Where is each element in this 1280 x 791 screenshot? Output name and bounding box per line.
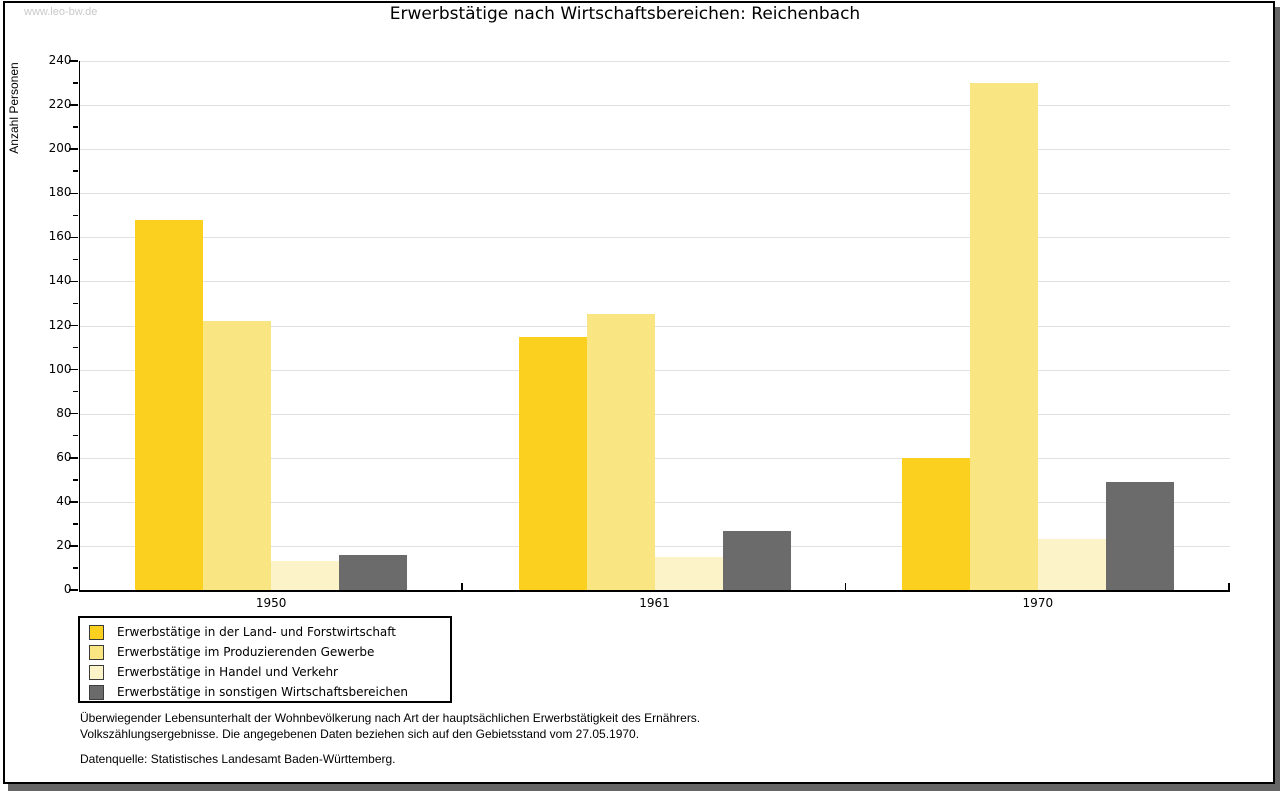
x-boundary-tick-3 [1228, 583, 1230, 590]
frame-shadow-bottom [8, 784, 1280, 791]
y-tick-label-120: 120 [48, 317, 72, 332]
gridline-220 [79, 105, 1230, 107]
y-tick-140 [68, 280, 78, 283]
bar-1961-series-3 [654, 556, 723, 590]
y-tick-label-100: 100 [48, 361, 72, 376]
bar-1970-series-4 [1105, 482, 1174, 590]
bar-1970-series-1 [901, 457, 970, 590]
bar-1950-series-4 [339, 554, 408, 590]
legend-label-3: Erwerbstätige in Handel und Verkehr [117, 665, 338, 679]
legend-item-2: Erwerbstätige im Produzierenden Gewerbe [89, 642, 450, 662]
y-tick-60 [68, 457, 78, 459]
y-tick-30 [72, 523, 78, 525]
y-tick-180 [68, 192, 78, 194]
y-tick-70 [72, 434, 78, 437]
y-tick-label-200: 200 [48, 141, 72, 156]
y-tick-40 [68, 501, 78, 503]
gridline-200 [79, 149, 1230, 151]
y-tick-200 [68, 148, 78, 150]
y-tick-110 [72, 346, 78, 349]
data-source: Datenquelle: Statistisches Landesamt Bad… [80, 752, 396, 766]
y-tick-label-220: 220 [48, 97, 72, 112]
legend-swatch-1 [89, 624, 104, 640]
chart-title: Erwerbstätige nach Wirtschaftsbereichen:… [389, 4, 861, 24]
gridline-140 [79, 281, 1230, 283]
y-tick-label-20: 20 [56, 537, 72, 552]
y-tick-label-240: 240 [48, 53, 72, 67]
footnote-line-1: Überwiegender Lebensunterhalt der Wohnbe… [80, 711, 701, 725]
gridline-120 [79, 325, 1230, 327]
plot-area: 0 20 40 60 80 100 120 140 160 180 200 220 240 1950 196… [49, 53, 1230, 610]
y-tick-20 [68, 545, 78, 547]
y-tick-label-40: 40 [56, 493, 72, 508]
bar-1950-series-1 [135, 219, 204, 590]
x-boundary-tick-1 [461, 583, 463, 590]
y-tick-10 [72, 567, 78, 569]
bar-1950-series-2 [203, 321, 272, 590]
bar-1961-series-4 [722, 530, 791, 590]
y-tick-240 [68, 60, 78, 62]
y-tick-160 [68, 236, 78, 239]
gridline-240 [79, 61, 1230, 62]
x-category-label-1950: 1950 [255, 596, 287, 610]
y-tick-190 [72, 170, 78, 172]
legend-item-3: Erwerbstätige in Handel und Verkehr [89, 662, 450, 682]
y-tick-90 [72, 390, 78, 393]
watermark: www.leo-bw.de [24, 6, 98, 18]
y-axis-label: Anzahl Personen [7, 62, 21, 154]
y-tick-230 [72, 82, 78, 84]
gridline-160 [79, 237, 1230, 239]
x-boundary-tick-2 [844, 583, 847, 590]
legend-label-4: Erwerbstätige in sonstigen Wirtschaftsbe… [117, 685, 409, 699]
y-tick-label-140: 140 [48, 273, 72, 288]
y-tick-150 [72, 258, 78, 261]
bar-1961-series-2 [586, 314, 655, 590]
y-tick-210 [72, 126, 78, 128]
legend-label-1: Erwerbstätige in der Land- und Forstwirt… [117, 625, 396, 639]
y-tick-80 [68, 412, 78, 415]
y-tick-label-60: 60 [56, 449, 72, 464]
y-tick-100 [68, 368, 78, 371]
x-category-label-1961: 1961 [639, 596, 670, 610]
legend-swatch-3 [89, 664, 104, 680]
footnote-line-2: Volkszählungsergebnisse. Die angegebenen… [80, 727, 640, 741]
y-tick-label-160: 160 [48, 229, 72, 244]
y-tick-50 [72, 479, 78, 481]
gridline-60 [79, 457, 1230, 459]
frame-shadow-right [1275, 7, 1280, 784]
legend-swatch-4 [89, 684, 104, 700]
bar-1970-series-2 [969, 83, 1038, 590]
legend-item-4: Erwerbstätige in sonstigen Wirtschaftsbe… [89, 682, 450, 702]
gridline-100 [79, 369, 1230, 371]
footnote: Überwiegender Lebensunterhalt der Wohnbe… [80, 710, 700, 742]
y-tick-label-80: 80 [56, 405, 72, 420]
bar-1961-series-1 [518, 336, 587, 590]
x-category-label-1970: 1970 [1022, 596, 1054, 610]
y-tick-130 [72, 302, 78, 305]
legend-box: Erwerbstätige in der Land- und Forstwirt… [78, 616, 452, 703]
bar-1970-series-3 [1037, 539, 1106, 590]
legend-swatch-2 [89, 644, 104, 660]
y-tick-label-0: 0 [63, 582, 72, 596]
y-tick-0 [68, 589, 78, 591]
y-tick-220 [68, 104, 78, 106]
y-tick-120 [68, 324, 78, 327]
gridline-80 [79, 413, 1230, 415]
legend-label-2: Erwerbstätige im Produzierenden Gewerbe [117, 645, 375, 659]
y-tick-170 [72, 214, 78, 217]
gridline-180 [79, 193, 1230, 195]
y-tick-label-180: 180 [48, 185, 72, 200]
gridline-20 [79, 545, 1230, 547]
bar-1950-series-3 [271, 561, 340, 590]
legend-item-1: Erwerbstätige in der Land- und Forstwirt… [89, 622, 450, 642]
gridline-40 [79, 501, 1230, 503]
